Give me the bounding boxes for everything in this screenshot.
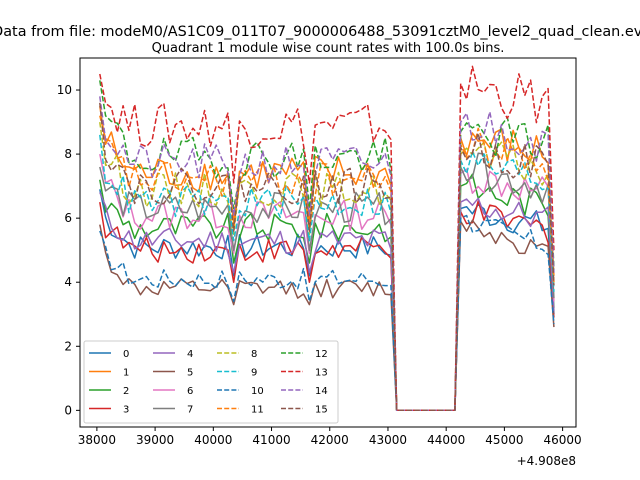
series-line-11	[99, 115, 555, 412]
legend-label-14: 14	[315, 386, 328, 397]
series-line-7	[99, 152, 555, 412]
series-line-15	[99, 102, 555, 412]
plot-frame	[79, 57, 577, 428]
x-axis: 38000 39000 40000 41000 42000 43000 44000 45000…	[78, 427, 582, 447]
legend-label-13: 13	[315, 368, 328, 379]
series-line-12	[99, 80, 555, 412]
legend-label-4: 4	[187, 349, 193, 360]
legend-label-3: 3	[123, 405, 129, 416]
legend-label-12: 12	[315, 349, 328, 360]
y-tick-label: 6	[64, 211, 72, 225]
series-line-3	[99, 200, 555, 412]
series-line-6	[99, 153, 555, 412]
x-tick-label: 41000	[252, 433, 290, 447]
figure-suptitle: Data from file: modeM0/AS1C09_011T07_900…	[0, 24, 640, 40]
legend-label-1: 1	[123, 368, 129, 379]
y-tick-label: 10	[57, 83, 72, 97]
legend-label-10: 10	[251, 386, 264, 397]
y-tick-label: 8	[64, 147, 72, 161]
legend-label-0: 0	[123, 349, 129, 360]
x-tick-label: 42000	[311, 433, 349, 447]
plot-area	[79, 57, 577, 428]
legend-label-11: 11	[251, 405, 264, 416]
x-tick-label: 39000	[136, 433, 174, 447]
legend-label-6: 6	[187, 386, 193, 397]
y-tick-label: 4	[64, 275, 72, 289]
series-line-0	[99, 189, 555, 412]
x-tick-label: 44000	[427, 433, 465, 447]
series-line-9	[99, 134, 555, 412]
legend-label-7: 7	[187, 405, 193, 416]
legend-label-5: 5	[187, 368, 193, 379]
series-line-14	[99, 96, 555, 412]
x-tick-label: 45000	[485, 433, 523, 447]
x-tick-label: 38000	[78, 433, 116, 447]
legend-label-2: 2	[123, 386, 129, 397]
y-tick-label: 0	[64, 403, 72, 417]
series-line-10	[99, 214, 555, 412]
x-tick-label: 46000	[544, 433, 582, 447]
x-offset-label: +4.908e8	[517, 454, 576, 468]
x-tick-label: 43000	[369, 433, 407, 447]
series-group	[99, 65, 555, 412]
y-tick-label: 2	[64, 339, 72, 353]
legend-label-9: 9	[251, 368, 257, 379]
legend-label-15: 15	[315, 405, 328, 416]
legend-label-8: 8	[251, 349, 257, 360]
y-axis: 0 2 4 6 8 10	[57, 83, 80, 417]
series-line-13	[99, 65, 555, 412]
x-tick-label: 40000	[194, 433, 232, 447]
series-line-4	[99, 192, 555, 412]
legend-frame	[83, 340, 339, 424]
series-line-8	[99, 121, 555, 412]
chart-title: Quadrant 1 module wise count rates with …	[152, 41, 505, 56]
